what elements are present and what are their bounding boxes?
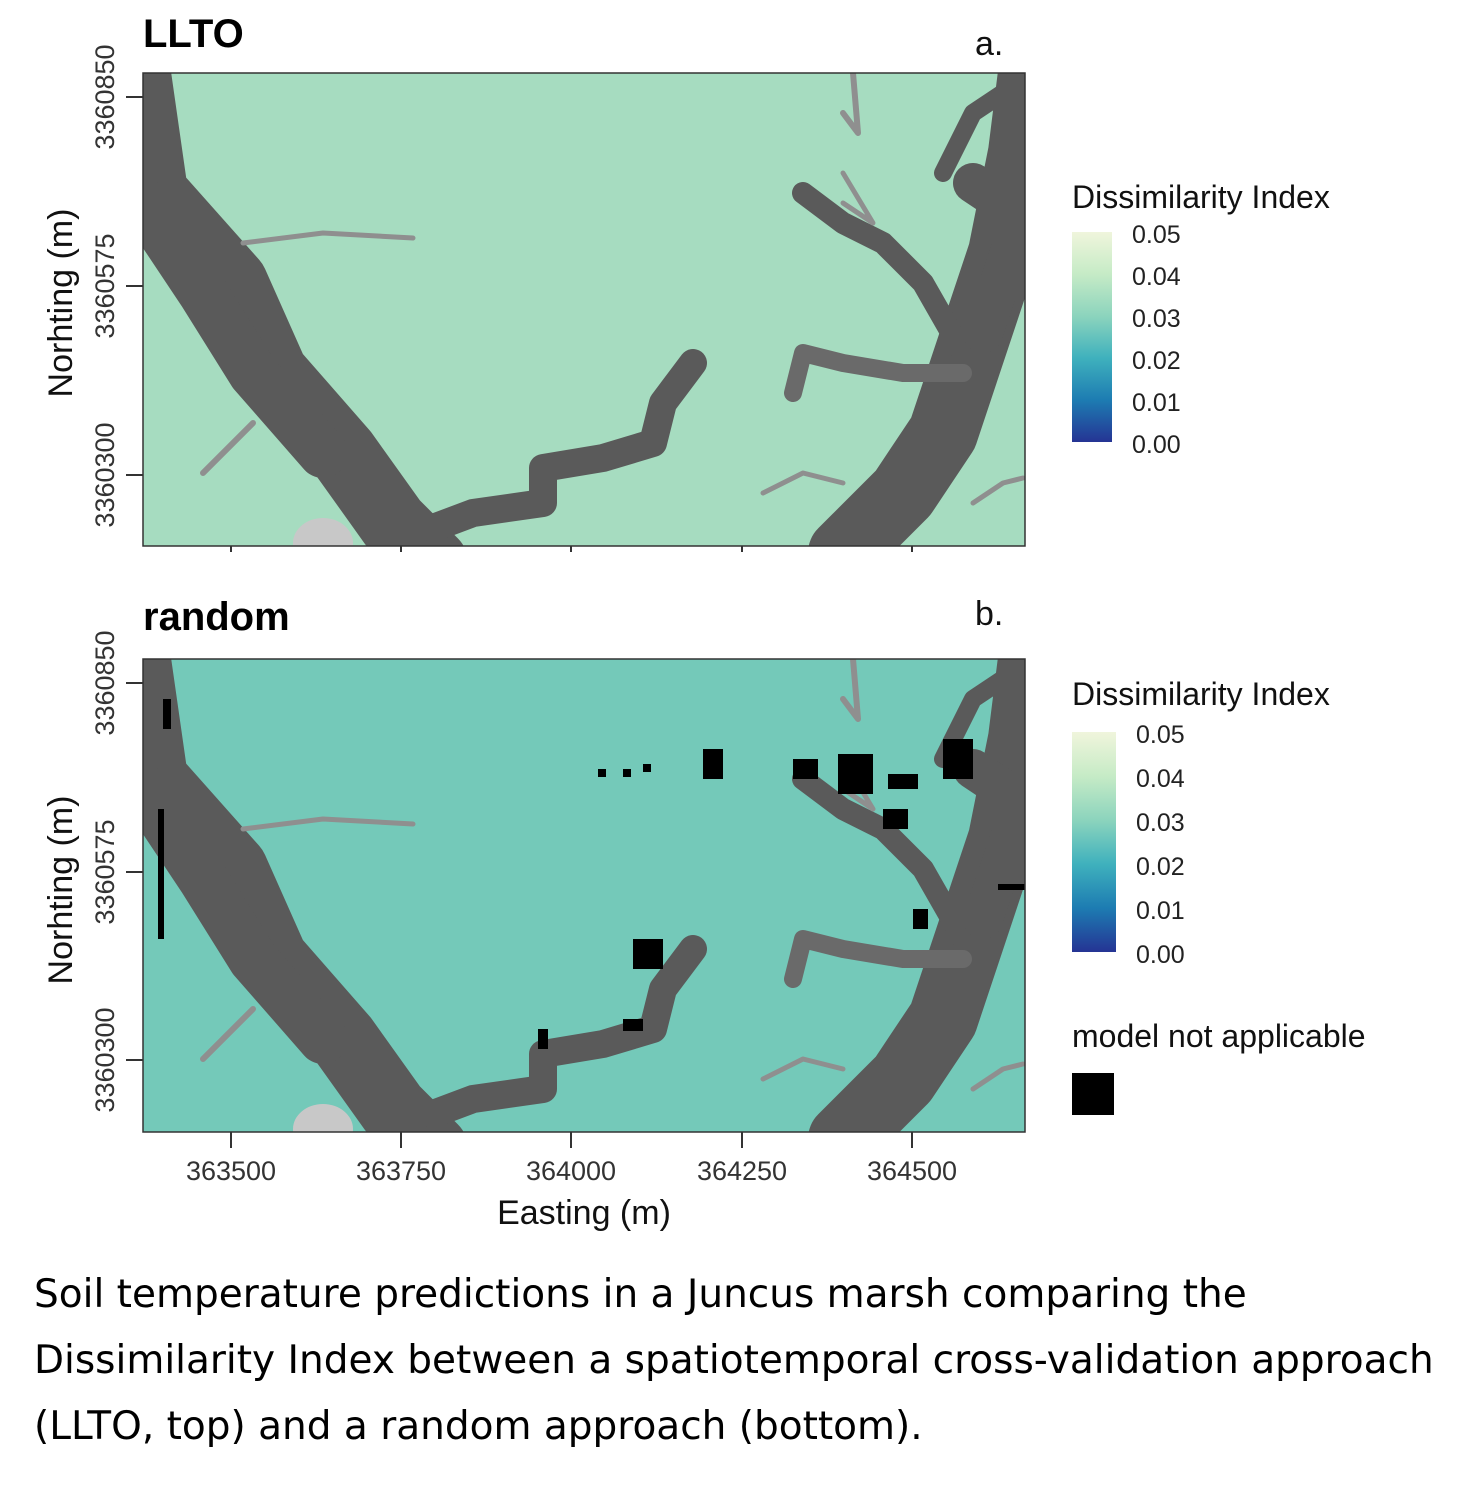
svg-text:3360575: 3360575 <box>90 233 120 338</box>
svg-text:3360300: 3360300 <box>90 422 120 527</box>
panel-b-title: random <box>143 595 290 639</box>
svg-text:3360850: 3360850 <box>90 630 120 735</box>
svg-text:363750: 363750 <box>356 1156 446 1186</box>
svg-text:0.01: 0.01 <box>1132 389 1181 417</box>
figure: LLTO a. random b. <box>42 12 1366 1232</box>
panel-a-title: LLTO <box>143 12 244 56</box>
svg-text:3360850: 3360850 <box>90 44 120 149</box>
panel-a-tag: a. <box>975 25 1003 63</box>
svg-text:0.01: 0.01 <box>1136 897 1185 925</box>
x-axis <box>230 546 913 1148</box>
na-legend-swatch <box>1072 1073 1114 1115</box>
svg-text:364500: 364500 <box>867 1156 957 1186</box>
svg-text:Dissimilarity Index: Dissimilarity Index <box>1072 179 1330 215</box>
na-legend-label: model not applicable <box>1072 1018 1366 1054</box>
svg-text:0.02: 0.02 <box>1136 853 1185 881</box>
x-axis-label: Easting (m) <box>497 1194 671 1232</box>
legend-b: Dissimilarity Index 0.05 0.04 0.03 0.02 … <box>1072 676 1366 1115</box>
panel-b-tag: b. <box>975 595 1003 633</box>
svg-text:0.00: 0.00 <box>1132 431 1181 459</box>
colorbar <box>1072 732 1116 952</box>
figure-caption: Soil temperature predictions in a Juncus… <box>34 1272 1434 1449</box>
panel-b: random b. <box>142 595 1026 1133</box>
y-tick-labels: 3360850 3360575 3360300 3360850 3360575 … <box>42 44 120 1112</box>
svg-text:364250: 364250 <box>697 1156 787 1186</box>
svg-text:363500: 363500 <box>186 1156 276 1186</box>
colorbar <box>1072 232 1112 442</box>
model-not-applicable-areas <box>158 699 1025 1049</box>
panel-a: LLTO a. <box>142 12 1026 547</box>
svg-text:0.03: 0.03 <box>1136 809 1185 837</box>
y-axis-label-a: Norhting (m) <box>42 209 80 398</box>
svg-text:0.05: 0.05 <box>1132 221 1181 249</box>
svg-text:0.04: 0.04 <box>1136 765 1185 793</box>
legend-a: Dissimilarity Index 0.05 0.04 0.03 0.02 … <box>1072 179 1330 459</box>
svg-text:0.05: 0.05 <box>1136 721 1185 749</box>
svg-text:0.03: 0.03 <box>1132 305 1181 333</box>
x-tick-labels: 363500 363750 364000 364250 364500 Easti… <box>186 1156 957 1232</box>
svg-text:Dissimilarity Index: Dissimilarity Index <box>1072 676 1330 712</box>
y-axis <box>126 96 143 1061</box>
svg-text:0.02: 0.02 <box>1132 347 1181 375</box>
y-axis-label-b: Norhting (m) <box>42 796 80 985</box>
svg-text:3360300: 3360300 <box>90 1007 120 1112</box>
svg-text:0.04: 0.04 <box>1132 263 1181 291</box>
svg-text:3360575: 3360575 <box>90 819 120 924</box>
svg-text:364000: 364000 <box>526 1156 616 1186</box>
svg-text:0.00: 0.00 <box>1136 941 1185 969</box>
